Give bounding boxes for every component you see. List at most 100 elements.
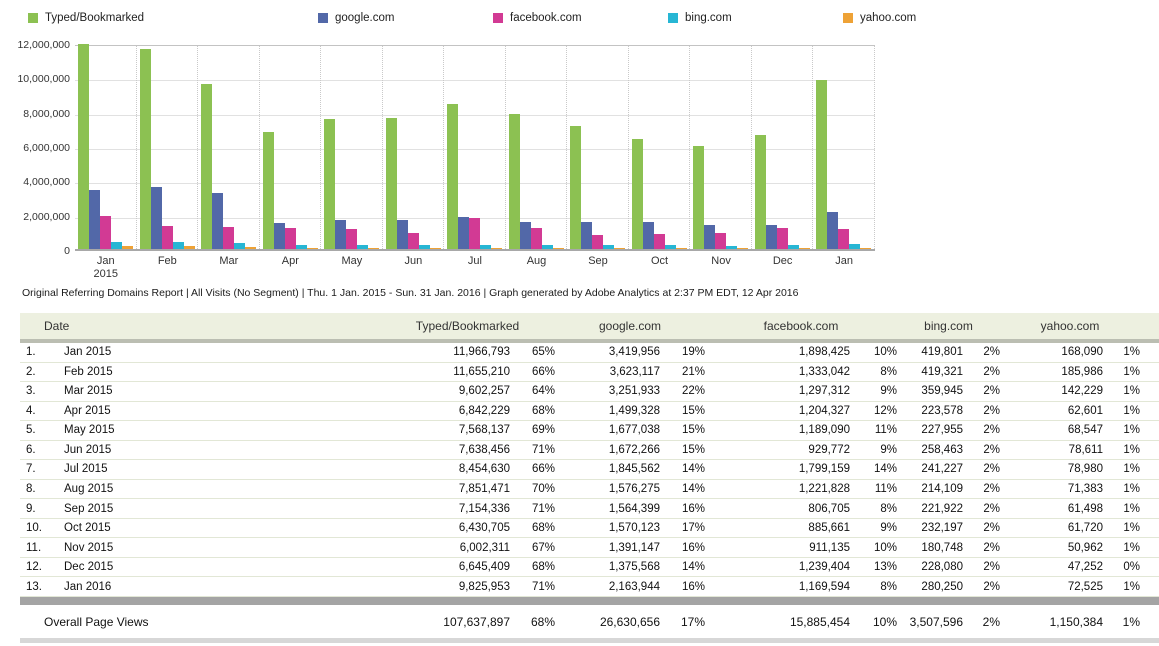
- legend-swatch-icon: [843, 13, 853, 23]
- row-number: 10.: [26, 522, 42, 535]
- cell-percent: 16%: [681, 541, 705, 554]
- table-row: 10. Oct 2015 6,430,705 68% 1,570,123 17% 885,6…: [20, 518, 1159, 539]
- x-axis-year-label: 2015: [93, 268, 118, 280]
- cell-percent: 1%: [1123, 463, 1140, 476]
- total-value: 1,150,384: [1049, 614, 1103, 629]
- bar-group: [690, 46, 752, 249]
- cell-value: 7,638,456: [458, 443, 510, 456]
- cell-value: 1,169,594: [798, 580, 850, 593]
- cell-value: 1,204,327: [798, 404, 850, 417]
- cell-value: 1,576,275: [608, 482, 660, 495]
- bar-google-com: [704, 225, 716, 249]
- table-row: 13. Jan 2016 9,825,953 71% 2,163,944 16% 1,169…: [20, 577, 1159, 597]
- cell-date: Jan 2016: [64, 580, 112, 593]
- cell-value: 1,499,328: [608, 404, 660, 417]
- cell-value: 1,391,147: [608, 541, 660, 554]
- cell-value: 6,645,409: [458, 561, 510, 574]
- bar-yahoo-com: [614, 248, 626, 249]
- cell-value: 3,251,933: [608, 385, 660, 398]
- table-row: 3. Mar 2015 9,602,257 64% 3,251,933 22% 1,297,…: [20, 382, 1159, 402]
- y-axis-tick-label: 0: [64, 245, 70, 257]
- column-header-facebook-com: facebook.com: [763, 319, 839, 333]
- bar-facebook-com: [407, 233, 419, 249]
- bar-bing-com: [295, 245, 307, 249]
- bar-facebook-com: [776, 228, 788, 249]
- cell-percent: 71%: [531, 502, 555, 515]
- cell-date: Mar 2015: [64, 385, 113, 398]
- bar-typed-bookmarked: [570, 126, 582, 249]
- cell-value: 142,229: [1061, 385, 1103, 398]
- column-header-bing-com: bing.com: [924, 319, 973, 333]
- cell-percent: 14%: [873, 463, 897, 476]
- bar-facebook-com: [346, 229, 358, 249]
- cell-value: 1,375,568: [608, 561, 660, 574]
- cell-value: 185,986: [1061, 365, 1103, 378]
- bar-facebook-com: [469, 218, 481, 249]
- legend-item: yahoo.com: [843, 12, 916, 24]
- bar-typed-bookmarked: [693, 146, 705, 249]
- bar-typed-bookmarked: [385, 118, 397, 249]
- cell-percent: 1%: [1123, 385, 1140, 398]
- x-axis-label: May: [341, 255, 363, 267]
- bar-yahoo-com: [552, 248, 564, 249]
- x-axis-label: Apr: [281, 255, 299, 267]
- bar-facebook-com: [223, 227, 235, 249]
- cell-value: 1,799,159: [798, 463, 850, 476]
- report-caption: Original Referring Domains Report | All …: [22, 287, 799, 299]
- cell-percent: 68%: [531, 404, 555, 417]
- bar-typed-bookmarked: [447, 104, 459, 249]
- cell-value: 3,419,956: [608, 346, 660, 359]
- cell-value: 885,661: [808, 522, 850, 535]
- cell-percent: 2%: [983, 541, 1000, 554]
- bar-group: [137, 46, 199, 249]
- legend-item: bing.com: [668, 12, 732, 24]
- cell-value: 1,570,123: [608, 522, 660, 535]
- cell-date: Jun 2015: [64, 443, 112, 456]
- bar-bing-com: [664, 245, 676, 249]
- cell-value: 227,955: [921, 424, 963, 437]
- bar-yahoo-com: [737, 248, 749, 249]
- bar-bing-com: [234, 243, 246, 249]
- cell-value: 280,250: [921, 580, 963, 593]
- cell-percent: 69%: [531, 424, 555, 437]
- bar-google-com: [642, 222, 654, 249]
- table-row: 6. Jun 2015 7,638,456 71% 1,672,266 15% 929,77…: [20, 440, 1159, 461]
- bar-yahoo-com: [491, 248, 503, 249]
- total-value: 15,885,454: [789, 614, 850, 629]
- cell-percent: 2%: [983, 346, 1000, 359]
- bar-google-com: [519, 222, 531, 249]
- bar-yahoo-com: [245, 247, 257, 249]
- x-axis-label: Aug: [526, 255, 547, 267]
- bar-bing-com: [849, 244, 861, 249]
- table-row: 5. May 2015 7,568,137 69% 1,677,038 15% 1,189,…: [20, 421, 1159, 441]
- cell-percent: 71%: [531, 443, 555, 456]
- cell-percent: 2%: [983, 522, 1000, 535]
- cell-value: 241,227: [921, 463, 963, 476]
- bar-typed-bookmarked: [78, 44, 89, 249]
- cell-percent: 67%: [531, 541, 555, 554]
- legend-item: Typed/Bookmarked: [28, 12, 144, 24]
- cell-value: 929,772: [808, 443, 850, 456]
- cell-percent: 68%: [531, 561, 555, 574]
- cell-value: 911,135: [809, 541, 850, 554]
- bar-google-com: [396, 220, 408, 249]
- cell-percent: 11%: [874, 424, 897, 437]
- bar-typed-bookmarked: [631, 139, 643, 249]
- cell-value: 806,705: [808, 502, 850, 515]
- bar-typed-bookmarked: [262, 132, 274, 249]
- bar-facebook-com: [653, 234, 665, 249]
- cell-value: 1,239,404: [798, 561, 850, 574]
- table-row: 7. Jul 2015 8,454,630 66% 1,845,562 14% 1,799,…: [20, 460, 1159, 480]
- cell-value: 61,720: [1067, 522, 1103, 535]
- x-axis-label: Jan: [835, 255, 854, 267]
- bar-group: [813, 46, 875, 249]
- bar-group: [506, 46, 568, 249]
- cell-value: 419,321: [921, 365, 963, 378]
- cell-date: Oct 2015: [64, 522, 111, 535]
- bar-yahoo-com: [860, 248, 872, 249]
- cell-value: 9,602,257: [458, 385, 510, 398]
- cell-date: Feb 2015: [64, 365, 113, 378]
- horizontal-gridline: [75, 114, 875, 116]
- cell-value: 72,525: [1067, 580, 1103, 593]
- cell-percent: 1%: [1123, 424, 1140, 437]
